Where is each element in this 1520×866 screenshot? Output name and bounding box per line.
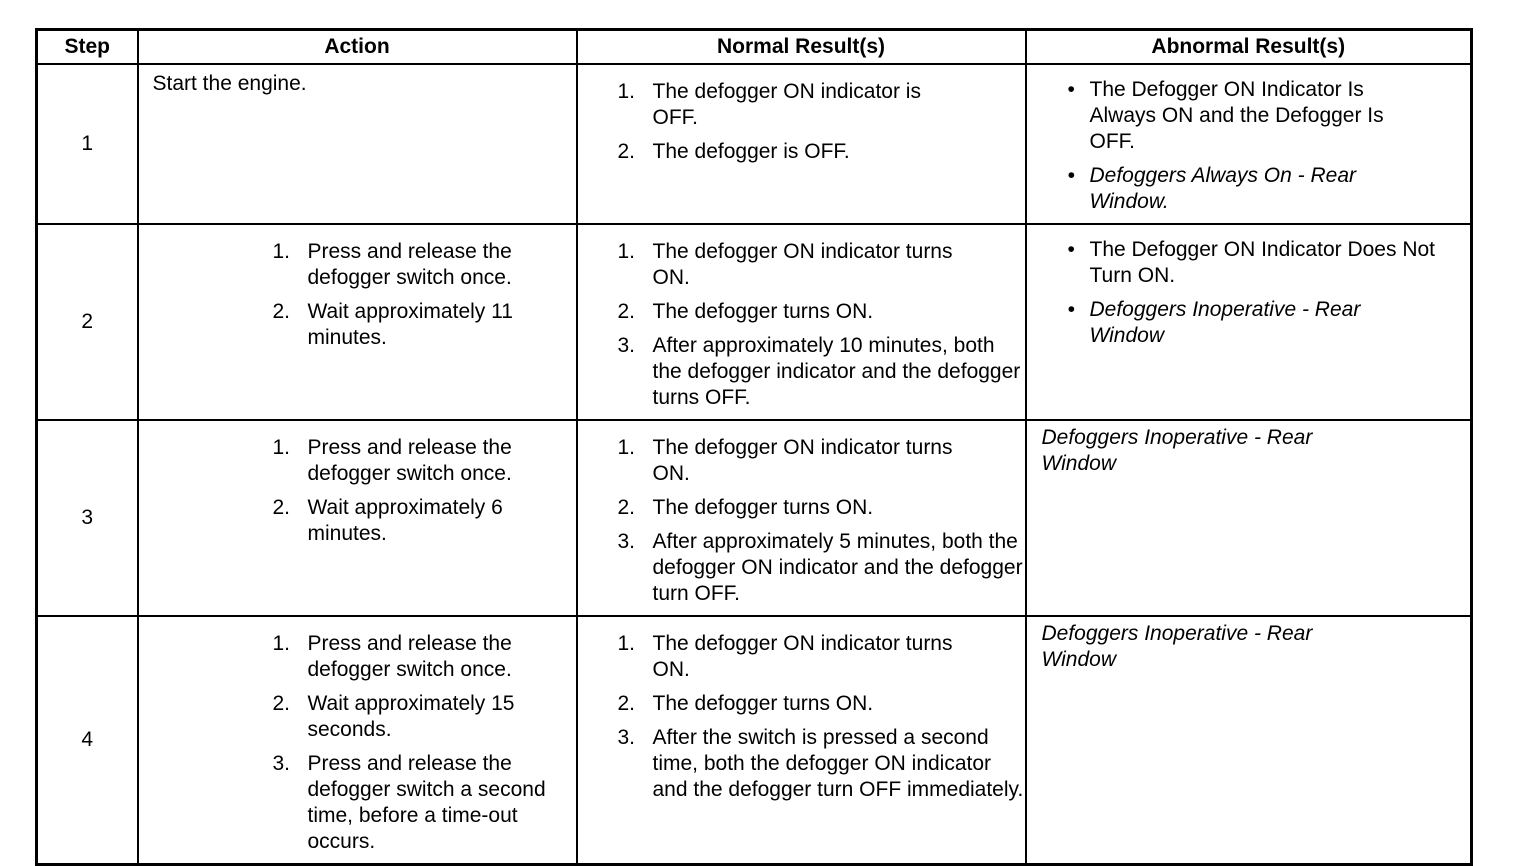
list-item: 2. Wait approximately 6 minutes. bbox=[272, 496, 503, 545]
list-item: 1. The defogger ON indicator turns ON. bbox=[617, 240, 953, 289]
link-defoggers-inoperative[interactable]: Defoggers Inoperative - Rear Window bbox=[1041, 426, 1313, 475]
list-item: 2. The defogger turns ON. bbox=[617, 692, 874, 715]
list-item: 2. The defogger turns ON. bbox=[617, 496, 874, 519]
normal-cell: 1. The defogger ON indicator turns ON. 2.… bbox=[575, 615, 1027, 866]
header-row: Step Action Normal Result(s) Abnormal Re… bbox=[35, 28, 1473, 65]
action-cell: 1. Press and release the defogger switch … bbox=[136, 223, 578, 421]
table-row: 1 Start the engine. 1. The defogger ON in… bbox=[35, 63, 1473, 225]
list-item: 1. Press and release the defogger switch … bbox=[272, 240, 512, 289]
action-text: Start the engine. bbox=[152, 72, 307, 95]
list-item: • The Defogger ON Indicator Does Not Turn… bbox=[1067, 238, 1436, 287]
list-item: 1. The defogger ON indicator turns ON. bbox=[617, 632, 953, 681]
list-item: 1. The defogger ON indicator turns ON. bbox=[617, 436, 953, 485]
step-number: 1 bbox=[35, 63, 139, 225]
normal-cell: 1. The defogger ON indicator turns ON. 2.… bbox=[575, 419, 1027, 617]
header-abnormal: Abnormal Result(s) bbox=[1024, 28, 1473, 65]
header-step: Step bbox=[35, 28, 139, 65]
list-item: 3. After approximately 10 minutes, both t… bbox=[617, 334, 1021, 409]
normal-cell: 1. The defogger ON indicator turns ON. 2.… bbox=[575, 223, 1027, 421]
header-normal: Normal Result(s) bbox=[575, 28, 1027, 65]
list-item: 2. Wait approximately 11 minutes. bbox=[272, 300, 513, 349]
abnormal-cell: • The Defogger ON Indicator Is Always ON … bbox=[1024, 63, 1473, 225]
action-cell: 1. Press and release the defogger switch … bbox=[136, 419, 578, 617]
list-item: 1. Press and release the defogger switch … bbox=[272, 632, 512, 681]
list-item: 1. Press and release the defogger switch … bbox=[272, 436, 512, 485]
list-item: 3. After the switch is pressed a second t… bbox=[617, 726, 1024, 801]
table-row: 4 1. Press and release the defogger switc… bbox=[35, 615, 1473, 866]
list-item: 3. After approximately 5 minutes, both th… bbox=[617, 530, 1023, 605]
link-defoggers-inoperative[interactable]: Defoggers Inoperative - Rear Window bbox=[1041, 622, 1313, 671]
list-item: 3. Press and release the defogger switch … bbox=[272, 752, 546, 853]
list-item: 1. The defogger ON indicator is OFF. bbox=[617, 80, 921, 129]
table-row: 3 1. Press and release the defogger switc… bbox=[35, 419, 1473, 617]
link-defoggers-inoperative[interactable]: • Defoggers Inoperative - Rear Window bbox=[1067, 298, 1361, 347]
step-number: 4 bbox=[35, 615, 139, 866]
link-defoggers-always-on[interactable]: • Defoggers Always On - Rear Window. bbox=[1067, 164, 1357, 213]
abnormal-cell: Defoggers Inoperative - Rear Window bbox=[1024, 615, 1473, 866]
table-row: 2 1. Press and release the defogger switc… bbox=[35, 223, 1473, 421]
abnormal-cell: Defoggers Inoperative - Rear Window bbox=[1024, 419, 1473, 617]
step-number: 3 bbox=[35, 419, 139, 617]
list-item: 2. The defogger turns ON. bbox=[617, 300, 874, 323]
normal-cell: 1. The defogger ON indicator is OFF. 2. Th… bbox=[575, 63, 1027, 225]
list-item: 2. The defogger is OFF. bbox=[617, 140, 850, 163]
list-item: • The Defogger ON Indicator Is Always ON … bbox=[1067, 78, 1384, 153]
diagnostic-table: Step Action Normal Result(s) Abnormal Re… bbox=[35, 28, 1473, 866]
action-cell: Start the engine. bbox=[136, 63, 578, 225]
action-cell: 1. Press and release the defogger switch … bbox=[136, 615, 578, 866]
list-item: 2. Wait approximately 15 seconds. bbox=[272, 692, 515, 741]
step-number: 2 bbox=[35, 223, 139, 421]
abnormal-cell: • The Defogger ON Indicator Does Not Turn… bbox=[1024, 223, 1473, 421]
header-action: Action bbox=[136, 28, 578, 65]
